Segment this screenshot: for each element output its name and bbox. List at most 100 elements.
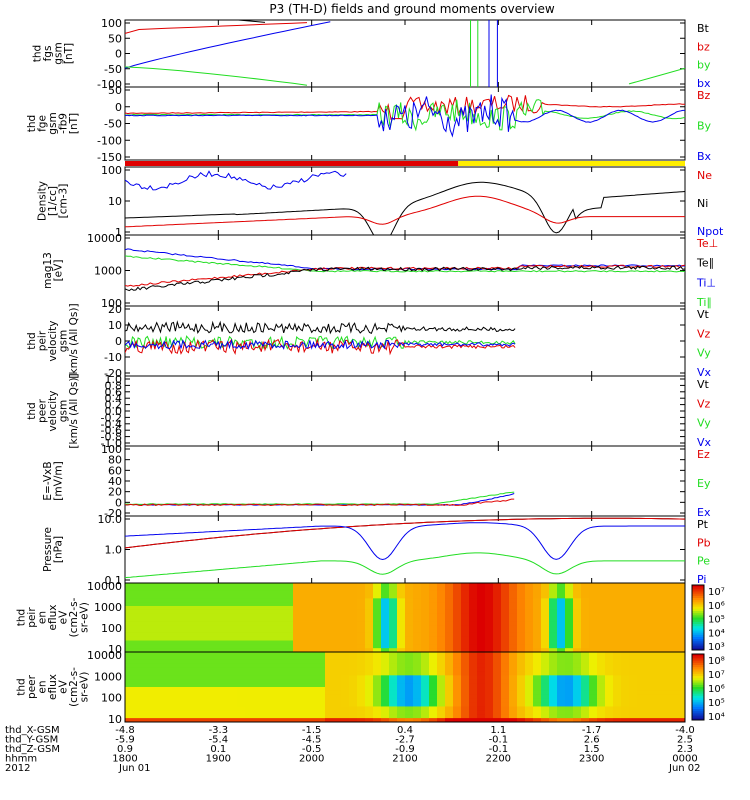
heat-cell — [325, 632, 334, 638]
heat-cell — [565, 652, 574, 657]
heat-cell — [653, 598, 662, 603]
heat-cell — [629, 648, 638, 652]
colorbar-cell — [692, 626, 704, 629]
heat-cell — [213, 683, 222, 688]
heat-cell — [141, 609, 150, 615]
heat-cell — [589, 698, 598, 704]
heat-cell — [629, 613, 638, 619]
heat-cell — [245, 586, 254, 592]
heat-cell — [549, 710, 558, 715]
heat-cell — [437, 687, 446, 692]
heat-cell — [581, 675, 590, 680]
heat-cell — [589, 655, 598, 661]
heat-cell — [565, 609, 574, 615]
heat-cell — [461, 648, 470, 652]
heat-cell — [429, 586, 438, 592]
heat-cell — [629, 609, 638, 615]
heat-cell — [613, 687, 622, 692]
heat-cell — [621, 667, 630, 673]
heat-cell — [541, 675, 550, 680]
heat-cell — [157, 694, 166, 700]
heat-cell — [461, 659, 470, 665]
heat-cell — [669, 667, 678, 673]
heat-cell — [229, 671, 238, 676]
heat-cell — [229, 613, 238, 619]
heat-cell — [373, 590, 382, 596]
heat-cell — [413, 609, 422, 615]
heat-cell — [245, 690, 254, 696]
heat-cell — [357, 621, 366, 626]
heat-cell — [325, 671, 334, 676]
ytick-label-p6: -0.8 — [101, 431, 122, 444]
heat-cell — [389, 671, 398, 676]
heat-cell — [613, 718, 622, 722]
heat-cell — [261, 606, 270, 611]
heat-cell — [309, 694, 318, 700]
heat-cell — [221, 663, 230, 669]
heat-cell — [165, 590, 174, 596]
ytick-label-p5: 0 — [115, 335, 122, 348]
heat-cell — [381, 698, 390, 704]
heat-cell — [261, 594, 270, 599]
colorbar-cell — [692, 639, 704, 642]
colorbar-cell — [692, 630, 704, 634]
heat-cell — [413, 710, 422, 715]
heat-cell — [429, 621, 438, 626]
heat-cell — [141, 606, 150, 611]
heat-cell — [509, 636, 518, 642]
heat-cell — [373, 636, 382, 642]
heat-cell — [277, 609, 286, 615]
heat-cell — [557, 598, 566, 603]
heat-cell — [453, 613, 462, 619]
heat-cell — [125, 698, 134, 704]
colorbar-cell — [692, 667, 704, 670]
heat-cell — [445, 718, 454, 722]
heat-cell — [173, 598, 182, 603]
heat-cell — [205, 714, 214, 719]
heat-cell — [301, 659, 310, 665]
heat-cell — [309, 648, 318, 652]
heat-cell — [341, 586, 350, 592]
heatmap-p9 — [125, 583, 685, 652]
heat-cell — [613, 714, 622, 719]
legend-p1-Bt: Bt — [697, 22, 710, 35]
heat-cell — [413, 648, 422, 652]
heat-cell — [157, 714, 166, 719]
heat-cell — [205, 710, 214, 715]
heat-cell — [477, 710, 486, 715]
heat-cell — [381, 663, 390, 669]
heat-cell — [357, 594, 366, 599]
heat-cell — [245, 609, 254, 615]
heat-cell — [125, 606, 134, 611]
heat-cell — [133, 606, 142, 611]
heat-cell — [389, 629, 398, 634]
heat-cell — [565, 617, 574, 622]
heat-cell — [277, 652, 286, 657]
heat-cell — [421, 659, 430, 665]
heat-cell — [429, 583, 438, 588]
heat-cell — [373, 621, 382, 626]
heat-cell — [461, 714, 470, 719]
heat-cell — [125, 602, 134, 607]
heat-cell — [477, 667, 486, 673]
heat-cell — [677, 671, 685, 676]
ylabel-line-p10: peer — [26, 674, 38, 699]
heat-cell — [461, 625, 470, 630]
heat-cell — [477, 629, 486, 634]
heat-cell — [245, 613, 254, 619]
heat-cell — [429, 648, 438, 652]
heat-cell — [501, 690, 510, 696]
heat-cell — [245, 671, 254, 676]
heat-cell — [557, 652, 566, 657]
heat-cell — [421, 583, 430, 588]
heat-cell — [597, 667, 606, 673]
heat-cell — [637, 640, 646, 645]
heat-cell — [197, 714, 206, 719]
heat-cell — [237, 613, 246, 619]
axis-value: 1800 — [112, 754, 137, 765]
heat-cell — [189, 714, 198, 719]
heat-cell — [541, 663, 550, 669]
heat-cell — [277, 667, 286, 673]
heat-cell — [165, 683, 174, 688]
heat-cell — [549, 655, 558, 661]
